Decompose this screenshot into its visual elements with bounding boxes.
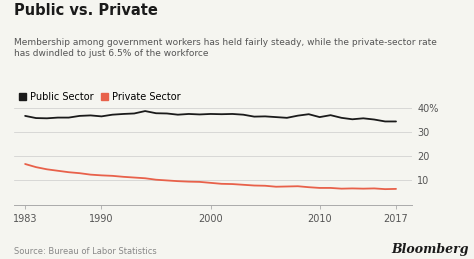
Text: Public vs. Private: Public vs. Private xyxy=(14,3,158,18)
Text: Source: Bureau of Labor Statistics: Source: Bureau of Labor Statistics xyxy=(14,247,157,256)
Legend: Public Sector, Private Sector: Public Sector, Private Sector xyxy=(19,92,181,102)
Text: Bloomberg: Bloomberg xyxy=(392,243,469,256)
Text: Membership among government workers has held fairly steady, while the private-se: Membership among government workers has … xyxy=(14,38,437,58)
